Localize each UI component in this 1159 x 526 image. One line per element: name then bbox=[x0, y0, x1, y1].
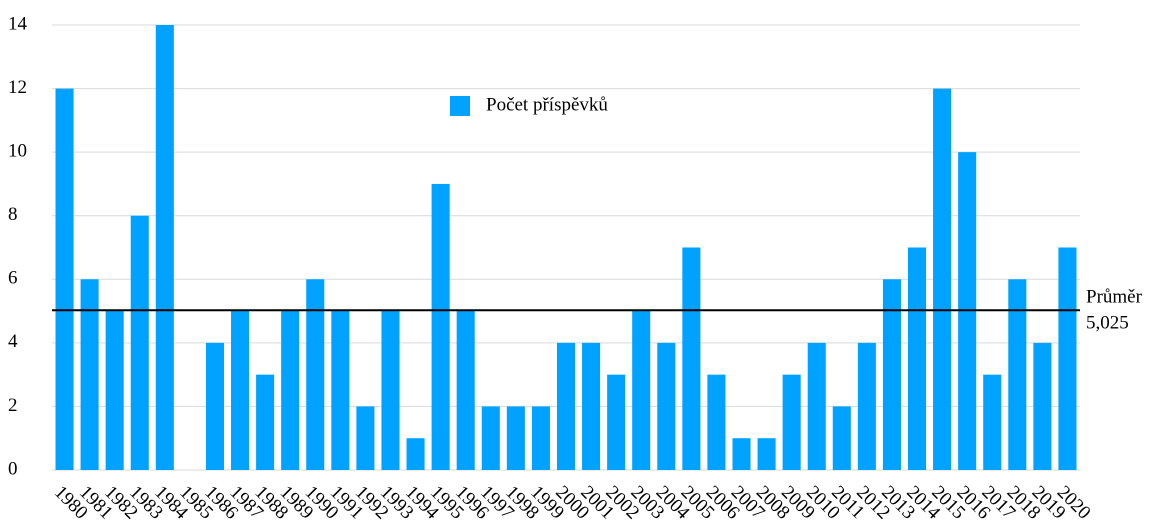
y-tick-label: 8 bbox=[8, 204, 18, 225]
bar bbox=[331, 311, 350, 470]
y-tick-label: 0 bbox=[8, 458, 18, 479]
bar bbox=[607, 374, 626, 470]
bar bbox=[857, 342, 876, 470]
legend-swatch bbox=[450, 96, 470, 116]
bar bbox=[481, 406, 500, 470]
bar bbox=[281, 311, 300, 470]
y-tick-label: 12 bbox=[8, 77, 27, 98]
bar bbox=[907, 247, 927, 470]
bar bbox=[707, 374, 726, 470]
bar bbox=[1033, 342, 1052, 470]
legend-label: Počet příspěvků bbox=[486, 94, 608, 115]
bar bbox=[231, 311, 250, 470]
bar bbox=[431, 183, 450, 470]
bar bbox=[55, 88, 74, 471]
y-tick-label: 2 bbox=[8, 395, 18, 416]
y-tick-label: 14 bbox=[8, 13, 28, 34]
bar bbox=[632, 311, 651, 470]
bar bbox=[933, 88, 952, 471]
bar bbox=[105, 311, 124, 470]
bar bbox=[256, 374, 275, 470]
bar bbox=[306, 279, 325, 470]
bar bbox=[205, 342, 225, 470]
average-name: Průměr bbox=[1086, 287, 1143, 308]
bar bbox=[1058, 247, 1077, 470]
bar bbox=[882, 279, 901, 470]
bar bbox=[582, 342, 601, 470]
y-tick-label: 6 bbox=[8, 268, 18, 289]
bar bbox=[682, 247, 701, 470]
bar bbox=[1008, 279, 1027, 470]
bar bbox=[80, 279, 99, 470]
bar bbox=[807, 342, 826, 470]
bar bbox=[155, 25, 174, 470]
bar bbox=[782, 374, 801, 470]
average-value-label: 5,025 bbox=[1086, 313, 1129, 334]
bar bbox=[983, 374, 1002, 470]
bar bbox=[406, 438, 425, 470]
bar bbox=[130, 215, 149, 470]
bar bbox=[381, 311, 400, 470]
bar bbox=[556, 342, 576, 470]
bar bbox=[506, 406, 525, 470]
bar bbox=[757, 438, 776, 470]
y-tick-label: 4 bbox=[8, 331, 18, 352]
bar bbox=[732, 438, 751, 470]
y-tick-label: 10 bbox=[8, 141, 27, 162]
bar bbox=[456, 311, 475, 470]
bar bbox=[531, 406, 550, 470]
bar bbox=[657, 342, 676, 470]
bar bbox=[832, 406, 851, 470]
bar bbox=[356, 406, 375, 470]
